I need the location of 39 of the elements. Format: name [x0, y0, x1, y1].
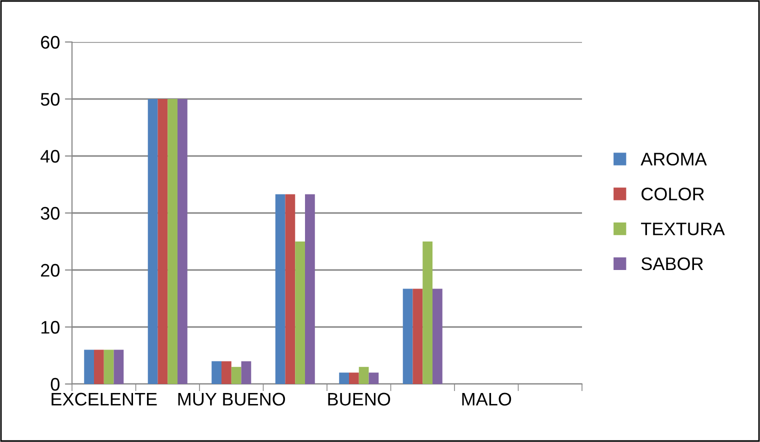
bar [94, 350, 104, 384]
x-tick-label: EXCELENTE [52, 392, 157, 406]
y-tick-label: 20 [41, 264, 60, 277]
bar [358, 366, 369, 384]
bar [422, 242, 433, 384]
bar [168, 99, 178, 384]
x-tick-label: MUY BUENO [178, 392, 286, 406]
bar [241, 361, 252, 384]
bar [368, 372, 379, 384]
y-tick-label: 10 [41, 320, 60, 334]
bar [285, 194, 296, 384]
bar [212, 361, 222, 384]
bar [275, 194, 286, 384]
y-tick-label: 50 [40, 92, 60, 106]
bar [432, 288, 442, 384]
bar [339, 372, 349, 384]
y-tick-label: 60 [41, 36, 60, 49]
bar [148, 99, 158, 384]
legend-label: COLOR [642, 188, 704, 200]
y-tick-label: 30 [40, 206, 60, 220]
y-tick-label: 0 [50, 378, 60, 391]
bar [221, 361, 232, 384]
x-tick-label: MALO [462, 392, 512, 406]
bar [348, 372, 359, 384]
x-tick-label: BUENO [328, 392, 390, 406]
bar [158, 99, 168, 384]
bar [104, 350, 114, 384]
y-tick-label: 40 [40, 150, 60, 163]
legend-label: TEXTURA [641, 222, 725, 236]
bar [295, 242, 306, 384]
bar [178, 99, 188, 384]
bar [305, 194, 315, 384]
legend-label: AROMA [640, 152, 707, 166]
bar [231, 366, 242, 384]
bar [412, 288, 423, 384]
legend-label: SABOR [641, 257, 704, 270]
bar [114, 350, 124, 384]
bar [84, 350, 94, 384]
bar [402, 288, 413, 384]
